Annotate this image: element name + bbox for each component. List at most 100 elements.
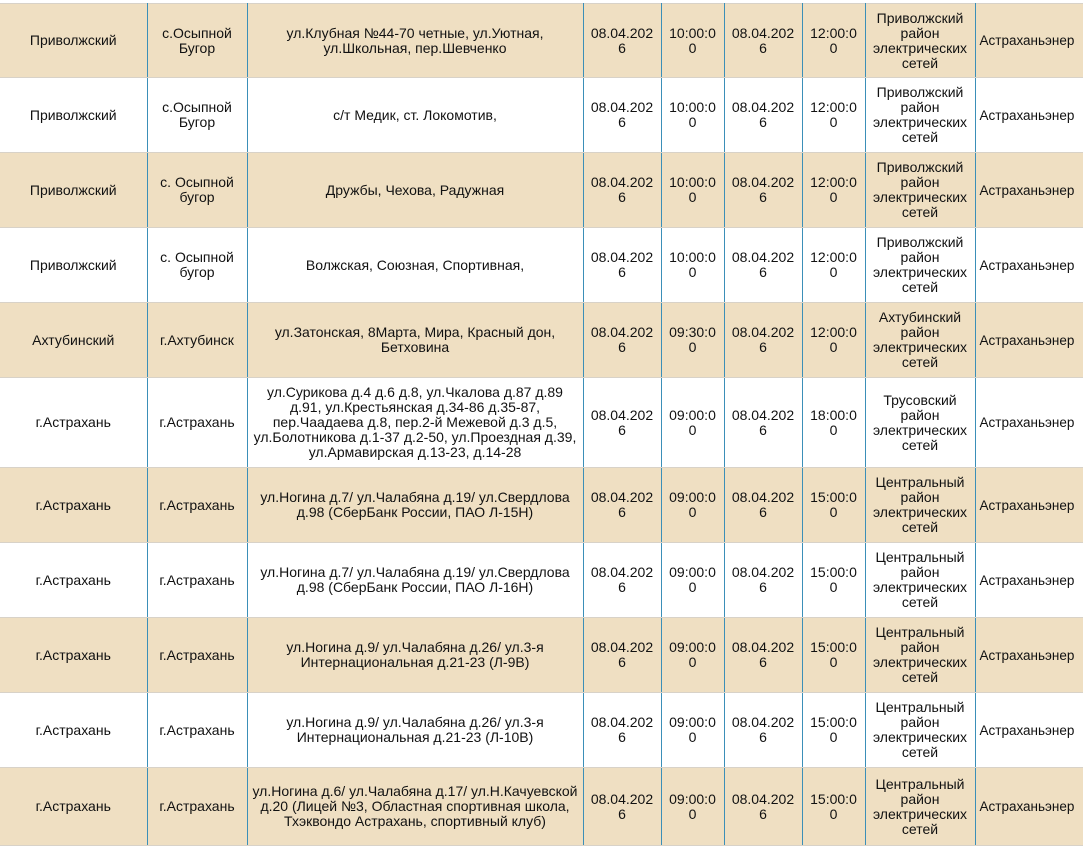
cell-date-start: 08.04.2026: [582, 227, 662, 303]
cell-locality: с. Осыпной бугор: [146, 152, 248, 228]
cell-date-end: 08.04.2026: [723, 767, 803, 846]
cell-time-end: 12:00:00: [801, 77, 866, 153]
cell-district: г.Астрахань: [0, 692, 148, 768]
table-row: г.Астрахань г.Астрахань ул.Ногина д.6/ ул.…: [0, 767, 1083, 846]
cell-district: Приволжский: [0, 3, 148, 78]
cell-time-start: 09:30:00: [660, 302, 725, 378]
cell-streets: Волжская, Союзная, Спортивная,: [246, 227, 584, 303]
cell-org: Астраханьэнер: [974, 377, 1083, 468]
cell-streets: ул.Сурикова д.4 д.6 д.8, ул.Чкалова д.87…: [246, 377, 584, 468]
cell-streets: с/т Медик, ст. Локомотив,: [246, 77, 584, 153]
cell-res: Центральный район электрических сетей: [864, 542, 976, 618]
cell-res: Приволжский район электрических сетей: [864, 3, 976, 78]
cell-date-end: 08.04.2026: [723, 77, 803, 153]
cell-date-end: 08.04.2026: [723, 542, 803, 618]
cell-locality: с. Осыпной бугор: [146, 227, 248, 303]
cell-date-end: 08.04.2026: [723, 302, 803, 378]
table-row: г.Астрахань г.Астрахань ул.Сурикова д.4 д.…: [0, 377, 1083, 468]
cell-date-start: 08.04.2026: [582, 617, 662, 693]
table-row: Приволжский с. Осыпной бугор Дружбы, Чехов…: [0, 152, 1083, 228]
cell-org: Астраханьэнер: [974, 302, 1083, 378]
cell-streets: ул.Ногина д.9/ ул.Чалабяна д.26/ ул.3-я …: [246, 692, 584, 768]
table-row: Ахтубинский г.Ахтубинск ул.Затонская, 8Мар…: [0, 302, 1083, 378]
cell-time-end: 12:00:00: [801, 302, 866, 378]
cell-locality: с.Осыпной Бугор: [146, 3, 248, 78]
cell-time-end: 12:00:00: [801, 227, 866, 303]
cell-time-end: 15:00:00: [801, 467, 866, 543]
cell-locality: г.Астрахань: [146, 377, 248, 468]
cell-locality: с.Осыпной Бугор: [146, 77, 248, 153]
cell-time-start: 09:00:00: [660, 767, 725, 846]
cell-date-start: 08.04.2026: [582, 377, 662, 468]
cell-org: Астраханьэнер: [974, 227, 1083, 303]
cell-date-end: 08.04.2026: [723, 467, 803, 543]
cell-time-start: 09:00:00: [660, 377, 725, 468]
cell-streets: Дружбы, Чехова, Радужная: [246, 152, 584, 228]
cell-district: г.Астрахань: [0, 467, 148, 543]
cell-org: Астраханьэнер: [974, 77, 1083, 153]
cell-streets: ул.Клубная №44-70 четные, ул.Уютная, ул.…: [246, 3, 584, 78]
cell-date-start: 08.04.2026: [582, 767, 662, 846]
cell-date-end: 08.04.2026: [723, 3, 803, 78]
cell-district: г.Астрахань: [0, 617, 148, 693]
cell-date-start: 08.04.2026: [582, 77, 662, 153]
cell-district: Приволжский: [0, 77, 148, 153]
cell-res: Центральный район электрических сетей: [864, 467, 976, 543]
cell-res: Ахтубинский район электрических сетей: [864, 302, 976, 378]
cell-date-start: 08.04.2026: [582, 692, 662, 768]
cell-res: Центральный район электрических сетей: [864, 617, 976, 693]
cell-date-end: 08.04.2026: [723, 692, 803, 768]
outage-schedule-table: Приволжский с.Осыпной Бугор ул.Клубная №44…: [0, 3, 1083, 846]
cell-time-end: 15:00:00: [801, 617, 866, 693]
cell-time-start: 09:00:00: [660, 692, 725, 768]
cell-date-end: 08.04.2026: [723, 377, 803, 468]
cell-time-start: 10:00:00: [660, 77, 725, 153]
cell-date-end: 08.04.2026: [723, 227, 803, 303]
cell-time-end: 18:00:00: [801, 377, 866, 468]
cell-org: Астраханьэнер: [974, 3, 1083, 78]
cell-res: Приволжский район электрических сетей: [864, 77, 976, 153]
cell-res: Приволжский район электрических сетей: [864, 227, 976, 303]
cell-time-start: 09:00:00: [660, 617, 725, 693]
cell-time-end: 12:00:00: [801, 3, 866, 78]
cell-res: Центральный район электрических сетей: [864, 767, 976, 846]
cell-date-start: 08.04.2026: [582, 302, 662, 378]
cell-time-start: 10:00:00: [660, 227, 725, 303]
cell-date-start: 08.04.2026: [582, 152, 662, 228]
cell-streets: ул.Ногина д.9/ ул.Чалабяна д.26/ ул.3-я …: [246, 617, 584, 693]
cell-district: г.Астрахань: [0, 377, 148, 468]
cell-org: Астраханьэнер: [974, 152, 1083, 228]
cell-date-start: 08.04.2026: [582, 542, 662, 618]
cell-locality: г.Астрахань: [146, 467, 248, 543]
cell-streets: ул.Ногина д.6/ ул.Чалабяна д.17/ ул.Н.Ка…: [246, 767, 584, 846]
cell-time-start: 10:00:00: [660, 152, 725, 228]
cell-org: Астраханьэнер: [974, 767, 1083, 846]
cell-org: Астраханьэнер: [974, 467, 1083, 543]
cell-time-end: 12:00:00: [801, 152, 866, 228]
cell-org: Астраханьэнер: [974, 617, 1083, 693]
cell-time-start: 09:00:00: [660, 542, 725, 618]
cell-time-start: 09:00:00: [660, 467, 725, 543]
cell-locality: г.Астрахань: [146, 617, 248, 693]
cell-res: Центральный район электрических сетей: [864, 692, 976, 768]
table-row: г.Астрахань г.Астрахань ул.Ногина д.9/ ул.…: [0, 617, 1083, 693]
cell-res: Трусовский район электрических сетей: [864, 377, 976, 468]
cell-streets: ул.Ногина д.7/ ул.Чалабяна д.19/ ул.Свер…: [246, 542, 584, 618]
cell-time-end: 15:00:00: [801, 542, 866, 618]
cell-time-end: 15:00:00: [801, 767, 866, 846]
table-row: г.Астрахань г.Астрахань ул.Ногина д.9/ ул.…: [0, 692, 1083, 768]
cell-district: г.Астрахань: [0, 767, 148, 846]
cell-date-start: 08.04.2026: [582, 467, 662, 543]
cell-district: Приволжский: [0, 227, 148, 303]
cell-streets: ул.Затонская, 8Марта, Мира, Красный дон,…: [246, 302, 584, 378]
cell-locality: г.Астрахань: [146, 767, 248, 846]
table-row: Приволжский с.Осыпной Бугор с/т Медик, ст.…: [0, 77, 1083, 153]
table-row: Приволжский с.Осыпной Бугор ул.Клубная №44…: [0, 3, 1083, 78]
cell-date-end: 08.04.2026: [723, 152, 803, 228]
cell-locality: г.Астрахань: [146, 692, 248, 768]
cell-org: Астраханьэнер: [974, 542, 1083, 618]
cell-time-end: 15:00:00: [801, 692, 866, 768]
cell-locality: г.Ахтубинск: [146, 302, 248, 378]
table-row: г.Астрахань г.Астрахань ул.Ногина д.7/ ул.…: [0, 467, 1083, 543]
cell-locality: г.Астрахань: [146, 542, 248, 618]
